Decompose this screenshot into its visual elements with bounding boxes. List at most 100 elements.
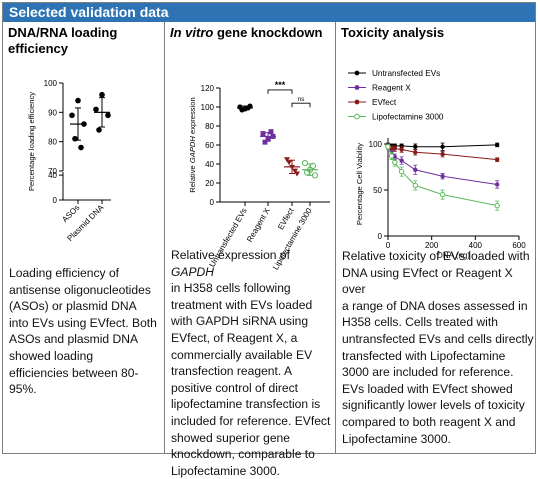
description-run: GAPDH — [171, 264, 215, 279]
panel-toxicity-description: Relative toxicity of EVs loaded with DNA … — [342, 248, 535, 447]
description-line: a range of DNA doses assessed in — [342, 298, 528, 313]
data-point — [440, 174, 445, 179]
y-axis-label: Percentage loading efficiency — [27, 92, 36, 191]
description-line: significantly lower levels of toxicity — [342, 398, 525, 413]
y-tick-label: 0 — [53, 196, 58, 205]
y-tick-label: 70 — [48, 167, 57, 176]
data-point — [286, 160, 292, 166]
description-line: EVs loaded with EVfect showed — [342, 381, 513, 396]
data-point — [72, 135, 78, 142]
description-line: showed superior gene — [171, 430, 335, 447]
data-point — [439, 191, 446, 198]
panel-knockdown: In vitro gene knockdown 0 20 40 60 80 100 120 R… — [165, 22, 336, 478]
panel-loading: DNA/RNA loading efficiency 0 40 70 80 90 100 P… — [3, 22, 165, 453]
y-tick-label: 100 — [369, 140, 383, 149]
description-run: lipofectamine transfection is — [171, 397, 321, 412]
description-line: H358 cells. Cells treated with — [342, 315, 498, 330]
data-point — [494, 182, 500, 187]
legend-label: Untransfected EVs — [372, 69, 440, 78]
significance-label: *** — [275, 80, 286, 90]
significance-bracket — [267, 89, 293, 94]
data-point — [413, 144, 418, 149]
description-line: ASOs and plasmid DNA — [9, 332, 139, 347]
panel-loading-description: Loading efficiency of antisense oligonucl… — [9, 265, 157, 398]
data-point — [494, 202, 500, 209]
x-tick-label: 600 — [512, 241, 526, 250]
data-point — [494, 157, 500, 162]
heading-rest: gene knockdown — [213, 25, 323, 40]
data-point — [412, 182, 418, 189]
data-point — [245, 105, 251, 111]
description-run: knockdown, comparable to — [171, 447, 315, 462]
description-run: positive control of direct — [171, 380, 299, 395]
description-line: into EVs using EVfect. Both — [9, 315, 157, 330]
description-line: EVfect, of Reagent X, a — [171, 330, 335, 347]
description-line: transfected with Lipofectamine — [342, 348, 506, 363]
data-point — [413, 150, 418, 155]
description-line: with GAPDH siRNA using — [171, 313, 335, 330]
data-point — [494, 142, 500, 148]
description-line: in H358 cells following — [171, 280, 335, 297]
x-tick-label: 200 — [425, 241, 439, 250]
y-tick-label: 40 — [48, 171, 57, 180]
description-run: with GAPDH siRNA using — [171, 314, 309, 329]
description-line: 3000 are included for reference. — [342, 365, 514, 380]
data-point — [440, 144, 445, 149]
y-tick-label: 0 — [378, 232, 383, 241]
data-point — [388, 153, 395, 159]
significance-bracket — [291, 102, 311, 108]
description-run: in H358 cells following — [171, 281, 291, 296]
y-tick-label: 50 — [373, 186, 382, 195]
y-axis-label-part: Relative — [188, 163, 197, 193]
heading-line: efficiency — [8, 41, 68, 56]
description-line: efficiencies between 80- — [9, 365, 139, 380]
description-line: Relative toxicity of EVs loaded with — [342, 249, 530, 263]
legend-label: EVfect — [372, 98, 397, 107]
description-line: DNA using EVfect or Reagent X over — [342, 265, 513, 297]
panel-toxicity: Toxicity analysis 0 50 100 0 200 400 600 DNA (n… — [336, 22, 535, 453]
data-point — [262, 139, 268, 145]
description-line: showed loading — [9, 348, 94, 363]
data-point — [292, 168, 298, 174]
description-run: EVfect, of Reagent X, a — [171, 330, 298, 345]
legend-marker — [354, 99, 360, 105]
legend-marker — [354, 70, 360, 76]
data-point — [69, 112, 75, 119]
description-line: untransfected EVs and cells directly — [342, 331, 534, 346]
data-point — [239, 107, 245, 113]
data-point — [265, 136, 271, 142]
data-point — [311, 172, 319, 179]
significance-label: ns — [298, 96, 306, 103]
data-point — [399, 158, 404, 163]
description-run: Lipofectamine 3000. — [171, 463, 280, 478]
description-run: commercially available EV — [171, 347, 313, 362]
data-point — [301, 159, 309, 167]
data-point — [75, 97, 81, 104]
description-run: treatment with EVs loaded — [171, 297, 313, 312]
y-tick-label: 90 — [48, 108, 57, 117]
data-point — [303, 169, 311, 176]
description-run: Relative expression of — [171, 248, 290, 262]
y-tick-label: 80 — [205, 122, 214, 131]
data-point — [270, 133, 276, 139]
description-line: Lipofectamine 3000. — [171, 463, 335, 479]
data-point — [81, 121, 87, 127]
description-line: Loading efficiency of — [9, 266, 120, 280]
panel-knockdown-description: Relative expression of GAPDH in H358 cell… — [171, 247, 335, 479]
data-point — [78, 144, 84, 151]
y-axis-label-part: GAPDH — [188, 136, 197, 164]
description-line: (ASOs) or plasmid DNA — [9, 299, 137, 314]
y-axis-label: Relative GAPDH expression — [188, 97, 197, 192]
description-run: transfection reagent. A — [171, 364, 293, 379]
data-point — [268, 129, 274, 135]
y-axis-label-part: expression — [188, 97, 197, 136]
panel-toxicity-heading: Toxicity analysis — [341, 25, 444, 41]
y-tick-label: 100 — [201, 103, 215, 112]
description-line: Lipofectamine 3000. — [342, 431, 451, 446]
data-point — [398, 168, 405, 175]
y-tick-label: 60 — [205, 141, 214, 150]
x-axis-label: DNA (ng) — [437, 251, 470, 260]
legend-marker — [354, 85, 360, 90]
data-point — [260, 131, 266, 137]
